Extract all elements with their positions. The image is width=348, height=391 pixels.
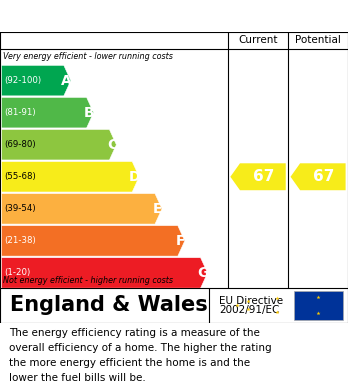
Text: England & Wales: England & Wales (10, 295, 208, 315)
Polygon shape (1, 194, 162, 224)
Text: Not energy efficient - higher running costs: Not energy efficient - higher running co… (3, 276, 174, 285)
Polygon shape (1, 65, 71, 96)
Text: G: G (198, 266, 209, 280)
Text: 2002/91/EC: 2002/91/EC (219, 305, 279, 315)
Text: D: D (129, 170, 141, 184)
Text: Energy Efficiency Rating: Energy Efficiency Rating (10, 7, 239, 25)
Text: A: A (61, 74, 72, 88)
Text: EU Directive: EU Directive (219, 296, 283, 306)
Text: F: F (176, 234, 185, 248)
Text: (55-68): (55-68) (4, 172, 36, 181)
Text: B: B (84, 106, 95, 120)
Text: (69-80): (69-80) (4, 140, 36, 149)
Text: (81-91): (81-91) (4, 108, 36, 117)
Polygon shape (291, 163, 346, 190)
Bar (294, 291, 343, 320)
Polygon shape (1, 129, 116, 160)
Text: the more energy efficient the home is and the: the more energy efficient the home is an… (9, 358, 250, 368)
Text: (21-38): (21-38) (4, 237, 36, 246)
Text: (1-20): (1-20) (4, 268, 30, 277)
Text: Potential: Potential (295, 35, 341, 45)
Text: (39-54): (39-54) (4, 204, 36, 213)
Polygon shape (230, 163, 286, 190)
Text: lower the fuel bills will be.: lower the fuel bills will be. (9, 373, 145, 383)
Text: The energy efficiency rating is a measure of the: The energy efficiency rating is a measur… (9, 328, 260, 338)
Polygon shape (1, 161, 139, 192)
Text: Current: Current (238, 35, 278, 45)
Text: 67: 67 (313, 169, 335, 184)
Text: overall efficiency of a home. The higher the rating: overall efficiency of a home. The higher… (9, 343, 271, 353)
Polygon shape (1, 258, 207, 288)
Text: E: E (153, 202, 163, 216)
Text: (92-100): (92-100) (4, 76, 41, 85)
Text: 67: 67 (253, 169, 275, 184)
Polygon shape (1, 226, 185, 256)
Text: C: C (107, 138, 117, 152)
Text: Very energy efficient - lower running costs: Very energy efficient - lower running co… (3, 52, 173, 61)
Polygon shape (1, 97, 94, 128)
